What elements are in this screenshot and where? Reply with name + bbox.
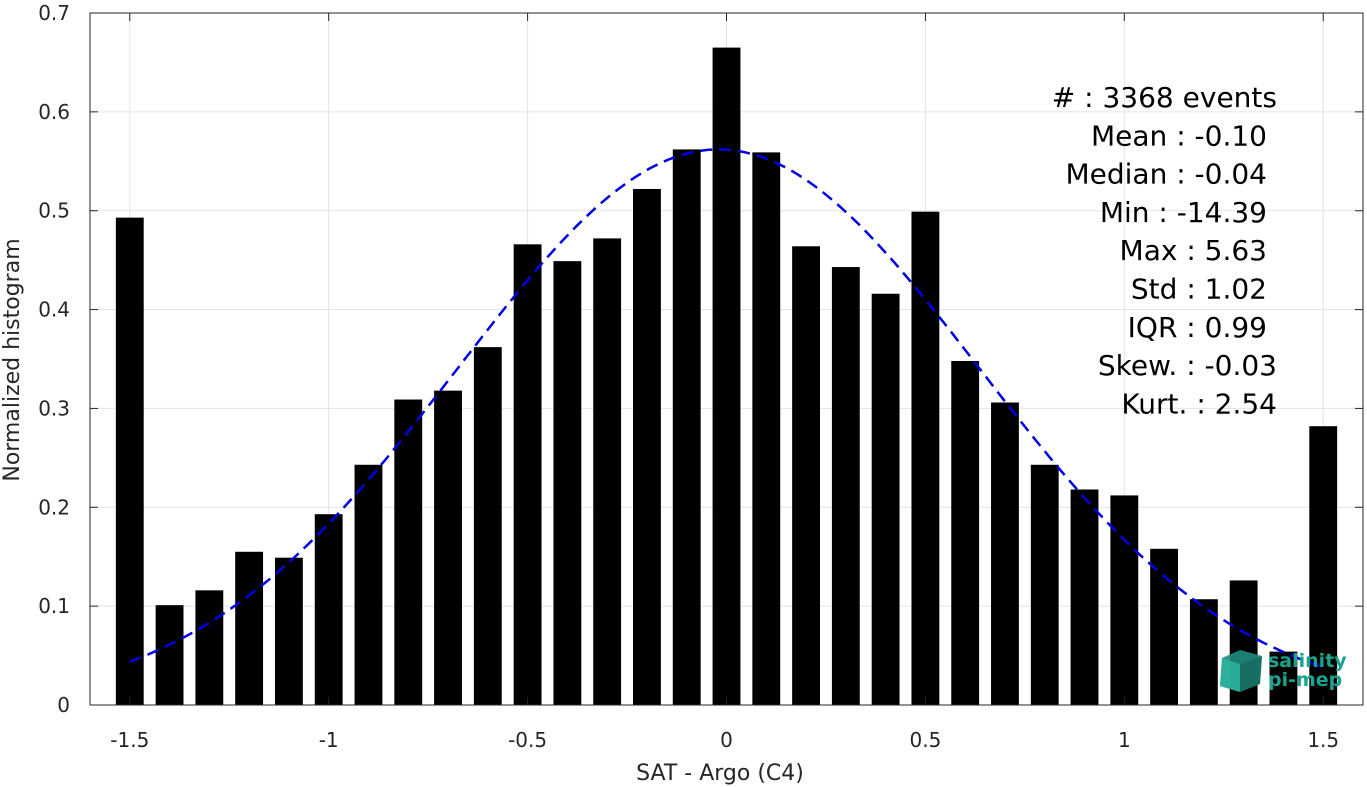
stat-line: Mean : -0.10: [1091, 119, 1267, 152]
y-tick-label: 0.7: [38, 1, 70, 25]
stat-line: Min : -14.39: [1100, 196, 1267, 229]
x-axis-ticks: -1.5 -1 -0.5 0 0.5 1 1.5: [110, 13, 1339, 752]
y-tick-label: 0.1: [38, 594, 70, 618]
salinity-pi-mep-logo: salinity pi-mep: [1220, 650, 1347, 692]
histogram-bar: [911, 211, 940, 705]
logo-line2: pi-mep: [1268, 669, 1342, 691]
stat-line: Skew. : -0.03: [1098, 349, 1277, 382]
histogram-bar: [831, 267, 860, 705]
histogram-bar: [871, 293, 900, 705]
y-tick-label: 0.6: [38, 100, 70, 124]
y-tick-label: 0.2: [38, 495, 70, 519]
x-tick-label: -0.5: [508, 728, 547, 752]
histogram-bar: [712, 47, 741, 706]
histogram-bar: [1110, 495, 1139, 705]
logo-cube-icon: [1220, 650, 1262, 692]
histogram-bar: [593, 238, 622, 705]
x-axis-label: SAT - Argo (C4): [636, 761, 804, 786]
x-tick-label: 0.5: [910, 728, 942, 752]
histogram-bar: [991, 402, 1019, 705]
y-tick-label: 0.4: [38, 298, 70, 322]
histogram-bar: [434, 390, 462, 705]
y-axis-label: Normalized histogram: [0, 238, 25, 481]
stat-line: Max : 5.63: [1120, 234, 1267, 267]
histogram-bar: [1189, 599, 1218, 705]
histogram-bar: [115, 217, 144, 706]
statistics-box: # : 3368 events Mean : -0.10 Median : -0.0…: [1052, 81, 1277, 420]
stat-line: Std : 1.02: [1131, 273, 1267, 306]
y-tick-label: 0.5: [38, 199, 70, 223]
histogram-bar: [633, 188, 661, 706]
histogram-bar: [394, 399, 423, 705]
histogram-bar: [792, 246, 820, 705]
histogram-bar: [553, 261, 582, 705]
histogram-bar: [752, 152, 781, 706]
x-tick-label: 1: [1118, 728, 1131, 752]
histogram-bar: [155, 605, 184, 705]
histogram-bar: [354, 464, 383, 705]
histogram-bar: [1309, 426, 1338, 705]
histogram-bar: [513, 244, 542, 705]
histogram-bar: [1070, 489, 1099, 705]
histogram-bar: [1150, 548, 1179, 705]
x-tick-label: -1.5: [110, 728, 149, 752]
gaussian-fit-curve: [129, 148, 1324, 669]
histogram-bar: [1030, 464, 1059, 705]
histogram-bar: [314, 514, 343, 705]
x-tick-label: -1: [319, 728, 339, 752]
x-tick-label: 0: [720, 728, 733, 752]
histogram-bars: [115, 47, 1338, 706]
histogram-bar: [195, 590, 224, 705]
histogram-bar: [235, 551, 264, 705]
stat-line: Median : -0.04: [1065, 158, 1267, 191]
histogram-bar: [274, 557, 303, 705]
y-tick-label: 0: [57, 693, 70, 717]
logo-line1: salinity: [1268, 650, 1347, 672]
y-tick-label: 0.3: [38, 396, 70, 420]
histogram-bar: [473, 347, 502, 705]
histogram-bar: [951, 360, 980, 705]
stat-line: IQR : 0.99: [1128, 311, 1267, 344]
y-axis-ticks: 0 0.1 0.2 0.3 0.4 0.5 0.6 0.7: [38, 1, 1363, 717]
x-tick-label: 1.5: [1307, 728, 1339, 752]
histogram-bar: [1269, 651, 1298, 705]
stat-line: # : 3368 events: [1052, 81, 1277, 114]
stat-line: Kurt. : 2.54: [1121, 387, 1277, 420]
histogram-bar: [672, 149, 701, 705]
